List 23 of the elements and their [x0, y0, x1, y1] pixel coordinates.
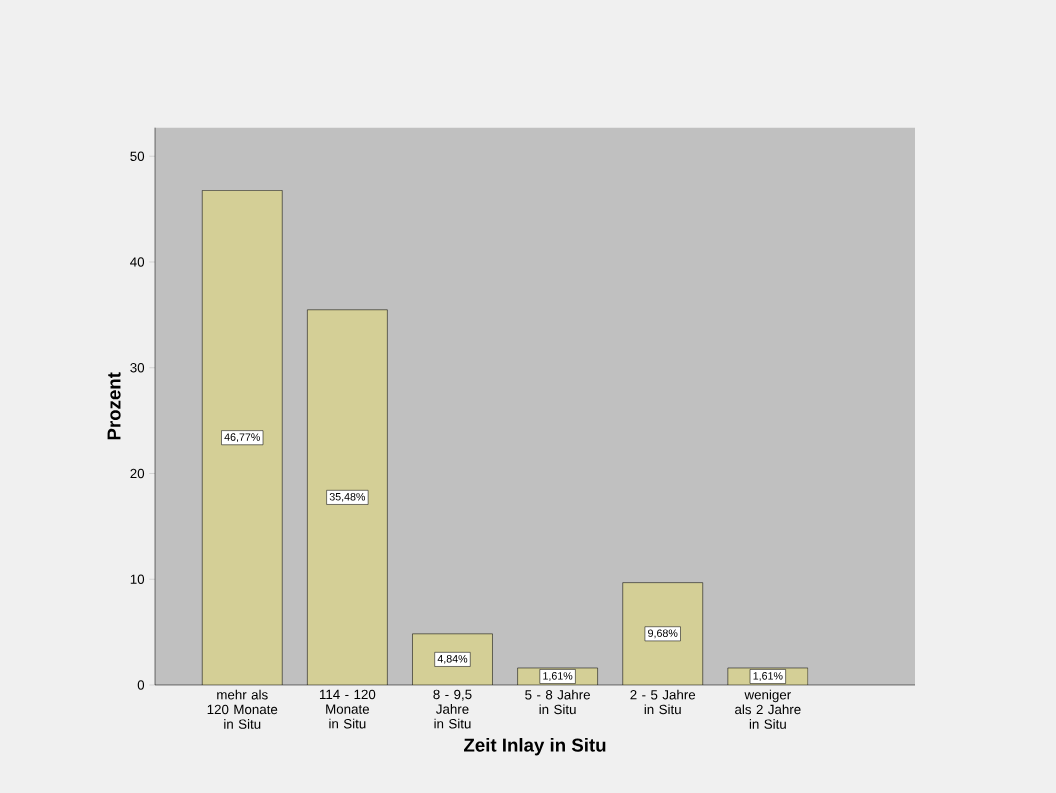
data-label: 35,48%: [329, 492, 366, 502]
x-tick-label: 5 - 8 Jahre in Situ: [525, 689, 590, 715]
x-tick-label: 8 - 9,5 Jahre in Situ: [433, 689, 472, 729]
data-label: 1,61%: [753, 672, 783, 681]
data-label: 1,61%: [543, 672, 573, 681]
y-axis-title: Prozent: [107, 372, 121, 440]
x-tick-label: weniger als 2 Jahre in Situ: [735, 689, 801, 729]
bar: [307, 309, 388, 685]
x-tick-label: 114 - 120 Monate in Situ: [319, 689, 376, 729]
data-label: 4,84%: [437, 655, 468, 664]
y-tick-label: 10: [130, 574, 145, 584]
x-tick-label: mehr als 120 Monate in Situ: [207, 689, 278, 729]
data-label: 9,68%: [648, 629, 678, 639]
y-tick-label: 30: [130, 363, 145, 373]
bar: [202, 190, 283, 685]
x-tick-label: 2 - 5 Jahre in Situ: [630, 689, 696, 715]
x-axis-title: Zeit Inlay in Situ: [464, 737, 606, 756]
y-tick-label: 0: [137, 680, 145, 690]
y-tick-label: 40: [130, 257, 145, 267]
y-tick-label: 50: [130, 151, 145, 161]
bar: [622, 582, 703, 685]
data-label: 46,77%: [224, 433, 260, 443]
y-tick-label: 20: [130, 468, 145, 479]
